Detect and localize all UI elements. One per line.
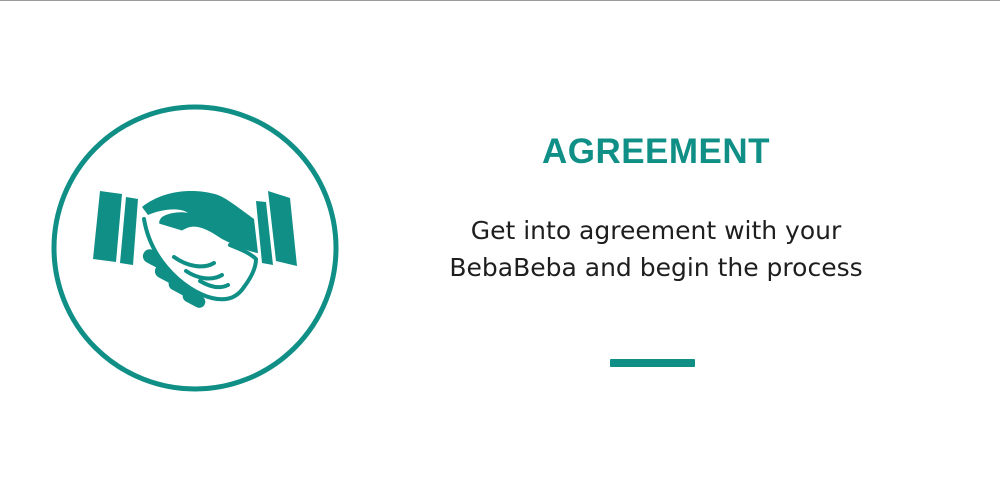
top-divider (0, 0, 1000, 1)
accent-underline (610, 359, 695, 367)
description-line: Get into agreement with your (470, 216, 842, 245)
handshake-icon (50, 103, 340, 393)
agreement-content: AGREEMENT Get into agreement with your B… (410, 128, 902, 286)
description-line: BebaBeba and begin the process (449, 253, 863, 282)
agreement-title: AGREEMENT (541, 132, 771, 171)
agreement-description: Get into agreement with your BebaBeba an… (410, 212, 902, 286)
